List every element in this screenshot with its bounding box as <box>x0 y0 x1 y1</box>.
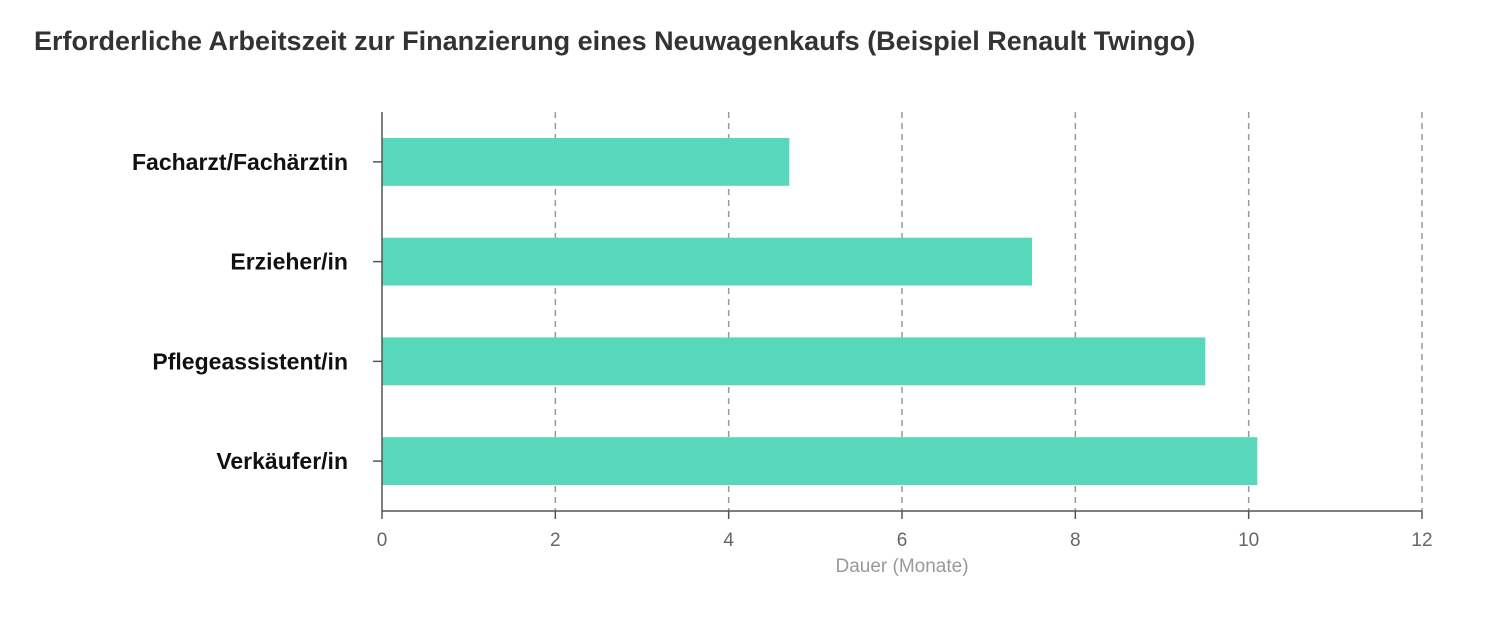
x-axis-title: Dauer (Monate) <box>835 556 968 577</box>
x-tick-label-4: 8 <box>1070 530 1081 551</box>
category-label-1: Erzieher/in <box>230 249 348 275</box>
bar-3 <box>382 437 1258 486</box>
category-label-3: Verkäufer/in <box>216 448 348 474</box>
bar-2 <box>382 337 1206 386</box>
x-tick-label-3: 6 <box>897 530 908 551</box>
chart-title: Erforderliche Arbeitszeit zur Finanzieru… <box>34 26 1196 56</box>
x-tick-label-0: 0 <box>377 530 388 551</box>
category-label-2: Pflegeassistent/in <box>152 348 348 374</box>
x-tick-label-6: 12 <box>1411 530 1432 551</box>
category-label-0: Facharzt/Fachärztin <box>132 149 348 175</box>
labels: Facharzt/Fachärztin Erzieher/in Pflegeassi… <box>132 149 1433 577</box>
x-tick-label-1: 2 <box>550 530 561 551</box>
x-tick-label-2: 4 <box>723 530 734 551</box>
x-tick-label-5: 10 <box>1238 530 1259 551</box>
axes <box>373 112 1423 519</box>
bar-1 <box>382 237 1032 286</box>
bar-0 <box>382 137 790 186</box>
bars <box>382 137 1258 486</box>
